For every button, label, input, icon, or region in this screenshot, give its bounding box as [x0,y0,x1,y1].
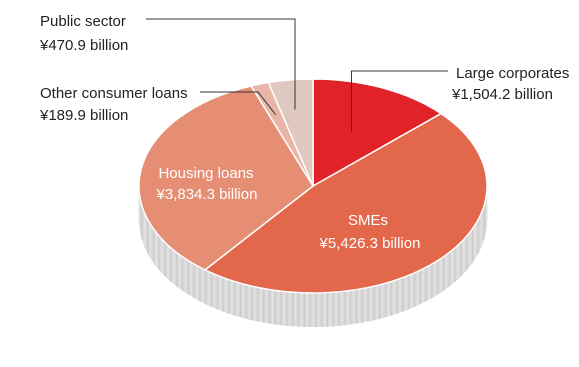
slice-public-sector [267,78,314,187]
label-public-sector-name: Public sector [40,13,126,30]
pie-slices [138,78,488,294]
label-large-corporates-value: ¥1,504.2 billion [451,86,553,103]
leader-other-consumer-loans [200,91,277,116]
slice-smes [204,112,488,294]
label-smes-value: ¥5,426.3 billion [319,235,421,252]
slice-labels: Large corporates ¥1,504.2 billion SMEs ¥… [39,13,569,252]
leader-public-sector [146,18,296,110]
label-public-sector-value: ¥470.9 billion [39,37,128,54]
label-housing-loans-value: ¥3,834.3 billion [156,186,258,203]
slice-large-corporates [312,78,442,187]
label-other-consumer-loans-name: Other consumer loans [40,85,188,102]
leader-large-corporates [350,70,448,133]
label-housing-loans-name: Housing loans [158,165,253,182]
leader-lines [146,18,448,133]
label-other-consumer-loans-value: ¥189.9 billion [39,107,128,124]
slice-housing-loans [138,85,314,271]
label-smes-name: SMEs [348,212,388,229]
pie-depth [138,186,488,327]
label-large-corporates-name: Large corporates [456,65,569,82]
